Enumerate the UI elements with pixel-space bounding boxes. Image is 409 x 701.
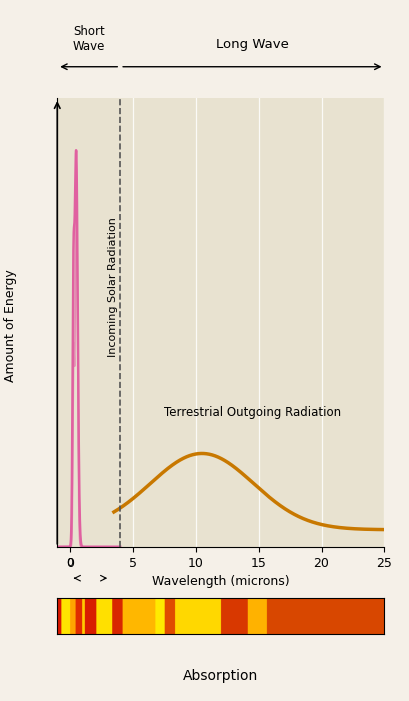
Text: Long Wave: Long Wave	[216, 38, 289, 51]
X-axis label: Wavelength (microns): Wavelength (microns)	[152, 575, 290, 588]
Text: Terrestrial Outgoing Radiation: Terrestrial Outgoing Radiation	[164, 406, 341, 418]
Text: Short
Wave: Short Wave	[72, 25, 105, 53]
Text: Absorption: Absorption	[183, 669, 258, 683]
Text: Visible
Region: Visible Region	[77, 605, 113, 627]
Text: 0: 0	[66, 558, 73, 568]
Text: Incoming Solar Radiation: Incoming Solar Radiation	[108, 217, 118, 357]
Text: Amount of Energy: Amount of Energy	[4, 270, 17, 382]
